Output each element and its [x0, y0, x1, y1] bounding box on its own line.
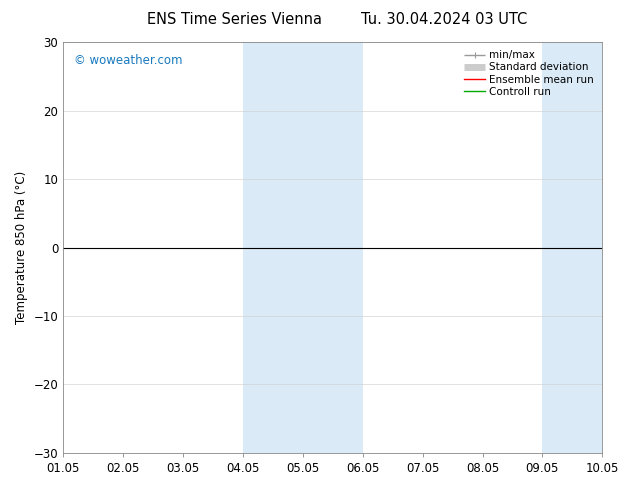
Text: Tu. 30.04.2024 03 UTC: Tu. 30.04.2024 03 UTC [361, 12, 527, 27]
Bar [543, 42, 602, 453]
Text: ENS Time Series Vienna: ENS Time Series Vienna [147, 12, 322, 27]
Y-axis label: Temperature 850 hPa (°C): Temperature 850 hPa (°C) [15, 171, 28, 324]
Bar [243, 42, 363, 453]
Legend: min/max, Standard deviation, Ensemble mean run, Controll run: min/max, Standard deviation, Ensemble me… [461, 47, 597, 100]
Text: © woweather.com: © woweather.com [74, 54, 183, 68]
